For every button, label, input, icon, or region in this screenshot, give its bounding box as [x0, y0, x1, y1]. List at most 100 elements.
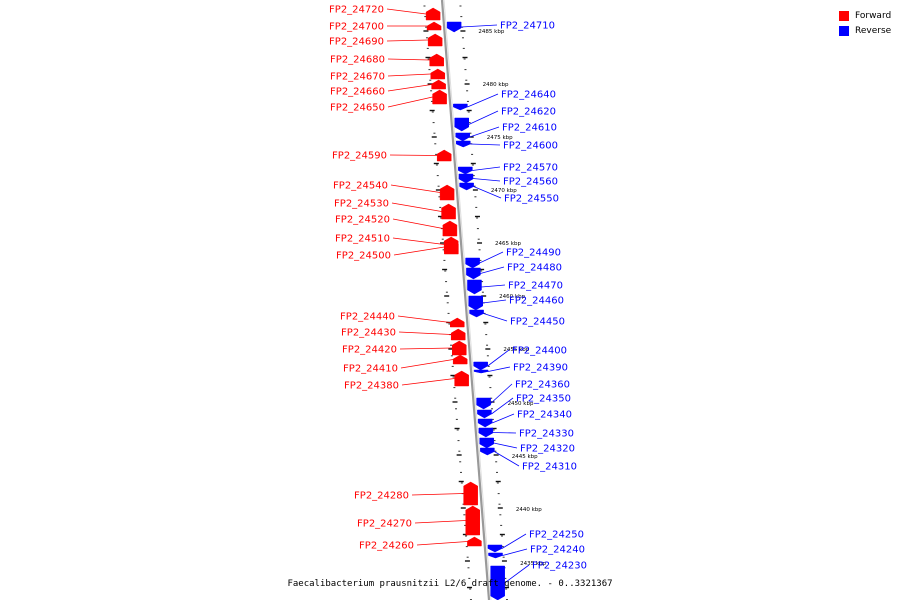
gene-arrow-fp2_24390 — [473, 369, 489, 374]
gene-arrow-fp2_24450 — [469, 309, 484, 318]
gene-connector — [488, 366, 511, 372]
gene-arrow-fp2_24280 — [463, 481, 478, 506]
gene-label-fp2_24480[interactable]: FP2_24480 — [507, 263, 562, 274]
gene-label-fp2_24310[interactable]: FP2_24310 — [522, 462, 577, 473]
gene-label-fp2_24610[interactable]: FP2_24610 — [502, 123, 557, 134]
gene-connector — [393, 246, 445, 256]
gene-connector — [398, 331, 452, 335]
gene-label-fp2_24490[interactable]: FP2_24490 — [506, 248, 561, 259]
gene-connector — [400, 359, 454, 369]
scale-label: 2440 kbp — [516, 507, 542, 513]
forward-swatch — [839, 11, 849, 21]
gene-connector — [387, 96, 433, 108]
gene-label-fp2_24240[interactable]: FP2_24240 — [530, 545, 585, 556]
gene-label-fp2_24670[interactable]: FP2_24670 — [330, 72, 385, 83]
gene-arrow-fp2_24420 — [452, 340, 467, 356]
scale-label: 2470 kbp — [491, 188, 517, 194]
gene-arrow-fp2_24380 — [454, 370, 469, 387]
gene-label-fp2_24560[interactable]: FP2_24560 — [503, 177, 558, 188]
gene-label-fp2_24440[interactable]: FP2_24440 — [340, 312, 395, 323]
gene-label-fp2_24680[interactable]: FP2_24680 — [330, 55, 385, 66]
gene-label-fp2_24250[interactable]: FP2_24250 — [529, 530, 584, 541]
scale-labels: 2485 kbp 2480 kbp 2475 kbp 2470 kbp 2465 kbp… — [478, 29, 546, 567]
gene-label-fp2_24330[interactable]: FP2_24330 — [519, 429, 574, 440]
gene-connector — [401, 378, 455, 386]
backbone-shadow — [443, 0, 492, 600]
gene-label-fp2_24420[interactable]: FP2_24420 — [342, 345, 397, 356]
gene-label-fp2_24350[interactable]: FP2_24350 — [516, 394, 571, 405]
gene-label-fp2_24360[interactable]: FP2_24360 — [515, 380, 570, 391]
gene-label-fp2_24690[interactable]: FP2_24690 — [329, 37, 384, 48]
gene-label-fp2_24720[interactable]: FP2_24720 — [329, 5, 384, 16]
gene-label-fp2_24270[interactable]: FP2_24270 — [357, 519, 412, 530]
gene-arrow-fp2_24340 — [477, 418, 493, 428]
gene-label-fp2_24230[interactable]: FP2_24230 — [532, 561, 587, 572]
gene-arrow-fp2_24560 — [458, 173, 474, 184]
gene-label-fp2_24530[interactable]: FP2_24530 — [334, 199, 389, 210]
gene-label-fp2_24340[interactable]: FP2_24340 — [517, 410, 572, 421]
gene-arrow-fp2_24720 — [425, 7, 441, 21]
scale-label: 2435 kbp — [520, 561, 546, 567]
gene-label-fp2_24700[interactable]: FP2_24700 — [329, 22, 384, 33]
legend-item-reverse: Reverse — [839, 24, 891, 38]
scale-label: 2445 kbp — [512, 454, 538, 460]
gene-label-fp2_24590[interactable]: FP2_24590 — [332, 151, 387, 162]
gene-arrow-fp2_24610 — [455, 132, 470, 142]
gene-arrow-fp2_24310 — [480, 447, 495, 456]
gene-label-fp2_24640[interactable]: FP2_24640 — [501, 90, 556, 101]
gene-label-fp2_24620[interactable]: FP2_24620 — [501, 107, 556, 118]
gene-label-fp2_24450[interactable]: FP2_24450 — [510, 317, 565, 328]
gene-arrow-fp2_24470 — [467, 279, 482, 295]
scale-label: 2465 kbp — [495, 241, 521, 247]
gene-arrow-fp2_24260 — [467, 536, 482, 547]
gene-label-fp2_24540[interactable]: FP2_24540 — [333, 181, 388, 192]
gene-connector — [461, 24, 498, 28]
gene-connector — [469, 126, 500, 138]
gene-label-fp2_24520[interactable]: FP2_24520 — [335, 215, 390, 226]
gene-label-fp2_24410[interactable]: FP2_24410 — [343, 364, 398, 375]
gene-arrow-fp2_24570 — [458, 166, 473, 175]
genome-backbone — [440, 0, 491, 600]
gene-arrow-fp2_24410 — [452, 354, 468, 365]
gene-label-fp2_24400[interactable]: FP2_24400 — [512, 346, 567, 357]
gene-connector — [502, 548, 528, 556]
gene-arrow-fp2_24250 — [487, 544, 503, 553]
gene-arrow-fp2_24550 — [459, 182, 474, 191]
scale-label: 2450 kbp — [508, 401, 534, 407]
gene-arrow-fp2_24440 — [450, 317, 465, 328]
legend-item-forward: Forward — [839, 9, 891, 23]
gene-arrow-fp2_24650 — [432, 89, 447, 105]
gene-label-fp2_24650[interactable]: FP2_24650 — [330, 103, 385, 114]
gene-connector — [397, 315, 451, 323]
gene-arrow-fp2_24490 — [465, 257, 480, 269]
legend-label-forward: Forward — [855, 11, 892, 21]
gene-label-fp2_24320[interactable]: FP2_24320 — [520, 444, 575, 455]
gene-label-fp2_24260[interactable]: FP2_24260 — [359, 541, 414, 552]
gene-label-fp2_24500[interactable]: FP2_24500 — [336, 251, 391, 262]
gene-label-fp2_24430[interactable]: FP2_24430 — [341, 328, 396, 339]
gene-connector — [501, 533, 527, 549]
gene-connector — [480, 266, 505, 274]
gene-connector — [399, 347, 453, 350]
gene-label-fp2_24600[interactable]: FP2_24600 — [503, 141, 558, 152]
gene-label-fp2_24710[interactable]: FP2_24710 — [500, 21, 555, 32]
gene-arrow-fp2_24710 — [446, 21, 462, 33]
gene-arrow-fp2_24600 — [456, 140, 471, 148]
reverse-swatch — [839, 26, 849, 36]
gene-connector — [491, 413, 515, 424]
gene-arrow-fp2_24330 — [478, 427, 494, 438]
gene-label-fp2_24380[interactable]: FP2_24380 — [344, 381, 399, 392]
gene-label-fp2_24470[interactable]: FP2_24470 — [508, 281, 563, 292]
scale-label: 2460 kbp — [499, 294, 525, 300]
gene-arrow-fp2_24660 — [431, 79, 446, 90]
gene-label-fp2_24660[interactable]: FP2_24660 — [330, 87, 385, 98]
gene-label-fp2_24510[interactable]: FP2_24510 — [335, 234, 390, 245]
gene-label-fp2_24460[interactable]: FP2_24460 — [509, 296, 564, 307]
gene-connector — [473, 186, 502, 199]
gene-connector — [387, 84, 432, 92]
gene-label-fp2_24280[interactable]: FP2_24280 — [354, 491, 409, 502]
gene-label-fp2_24570[interactable]: FP2_24570 — [503, 163, 558, 174]
gene-label-fp2_24550[interactable]: FP2_24550 — [504, 194, 559, 205]
gene-label-fp2_24390[interactable]: FP2_24390 — [513, 363, 568, 374]
